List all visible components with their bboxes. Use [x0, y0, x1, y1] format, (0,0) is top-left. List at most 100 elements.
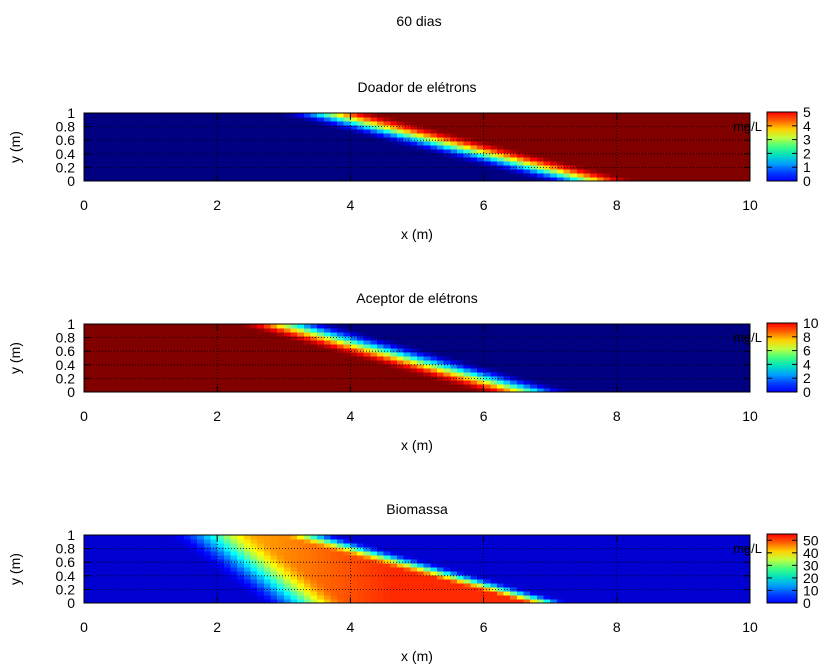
heatmap-cell	[290, 169, 297, 174]
heatmap-cell	[237, 543, 244, 548]
heatmap-cell	[131, 356, 138, 361]
heatmap-cell	[171, 563, 178, 568]
heatmap-cell	[191, 348, 198, 353]
heatmap-cell	[204, 591, 211, 596]
heatmap-cell	[623, 571, 630, 576]
heatmap-cell	[344, 165, 351, 170]
heatmap-cell	[697, 336, 704, 341]
heatmap-cell	[404, 547, 411, 552]
heatmap-cell	[437, 149, 444, 154]
heatmap-cell	[350, 559, 357, 564]
heatmap-cell	[524, 372, 531, 377]
heatmap-cell	[344, 125, 351, 130]
heatmap-cell	[244, 591, 251, 596]
heatmap-cell	[211, 157, 218, 162]
heatmap-cell	[637, 328, 644, 333]
heatmap-cell	[524, 324, 531, 329]
heatmap-cell	[444, 173, 451, 178]
heatmap-cell	[630, 141, 637, 146]
heatmap-cell	[370, 551, 377, 556]
heatmap-cell	[290, 121, 297, 126]
heatmap-cell	[330, 559, 337, 564]
heatmap-cell	[717, 137, 724, 142]
heatmap-cell	[697, 372, 704, 377]
heatmap-cell	[137, 117, 144, 122]
heatmap-cell	[444, 551, 451, 556]
heatmap-cell	[84, 567, 91, 572]
heatmap-cell	[117, 348, 124, 353]
heatmap-cell	[317, 360, 324, 365]
heatmap-cell	[544, 173, 551, 178]
heatmap-cell	[623, 583, 630, 588]
heatmap-cell	[224, 583, 231, 588]
heatmap-cell	[377, 149, 384, 154]
heatmap-cell	[144, 141, 151, 146]
heatmap-cell	[217, 324, 224, 329]
heatmap-cell	[663, 547, 670, 552]
heatmap-cell	[217, 384, 224, 389]
heatmap-cell	[244, 145, 251, 150]
heatmap-cell	[197, 348, 204, 353]
heatmap-cell	[537, 380, 544, 385]
heatmap-cell	[197, 356, 204, 361]
heatmap-cell	[364, 141, 371, 146]
heatmap-cell	[297, 368, 304, 373]
heatmap-cell	[124, 165, 131, 170]
heatmap-cell	[424, 125, 431, 130]
heatmap-cell	[650, 348, 657, 353]
heatmap-cell	[357, 555, 364, 560]
heatmap-cell	[623, 372, 630, 377]
heatmap-cell	[557, 352, 564, 357]
heatmap-cell	[310, 579, 317, 584]
heatmap-cell	[97, 555, 104, 560]
heatmap-cell	[510, 113, 517, 118]
heatmap-cell	[404, 328, 411, 333]
heatmap-cell	[370, 125, 377, 130]
heatmap-cell	[171, 380, 178, 385]
heatmap-cell	[344, 133, 351, 138]
heatmap-cell	[457, 145, 464, 150]
heatmap-cell	[337, 133, 344, 138]
heatmap-cell	[584, 173, 591, 178]
heatmap-cell	[217, 348, 224, 353]
heatmap-cell	[444, 125, 451, 130]
heatmap-cell	[557, 571, 564, 576]
heatmap-cell	[683, 117, 690, 122]
heatmap-cell	[484, 157, 491, 162]
heatmap-cell	[231, 324, 238, 329]
heatmap-cell	[111, 567, 118, 572]
heatmap-cell	[337, 352, 344, 357]
heatmap-cell	[730, 567, 737, 572]
heatmap-cell	[623, 559, 630, 564]
heatmap-cell	[84, 547, 91, 552]
heatmap-cell	[111, 559, 118, 564]
heatmap-cell	[430, 352, 437, 357]
heatmap-cell	[643, 153, 650, 158]
heatmap-cell	[464, 161, 471, 166]
heatmap-cell	[390, 173, 397, 178]
heatmap-cell	[204, 579, 211, 584]
heatmap-cell	[477, 348, 484, 353]
heatmap-cell	[117, 137, 124, 142]
heatmap-cell	[357, 595, 364, 600]
heatmap-cell	[297, 129, 304, 134]
heatmap-cell	[677, 157, 684, 162]
heatmap-cell	[324, 368, 331, 373]
heatmap-cell	[377, 332, 384, 337]
heatmap-cell	[557, 145, 564, 150]
heatmap-cell	[717, 133, 724, 138]
heatmap-cell	[550, 121, 557, 126]
heatmap-cell	[544, 571, 551, 576]
heatmap-cell	[224, 332, 231, 337]
heatmap-cell	[417, 117, 424, 122]
heatmap-cell	[264, 368, 271, 373]
heatmap-cell	[703, 583, 710, 588]
heatmap-cell	[517, 165, 524, 170]
heatmap-cell	[324, 360, 331, 365]
heatmap-cell	[224, 356, 231, 361]
heatmap-cell	[597, 113, 604, 118]
heatmap-cell	[111, 113, 118, 118]
heatmap-cell	[470, 567, 477, 572]
heatmap-cell	[663, 571, 670, 576]
